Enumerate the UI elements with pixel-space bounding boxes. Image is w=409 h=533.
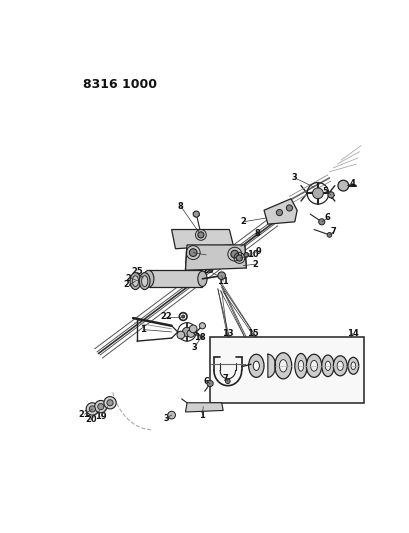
Ellipse shape [132,276,138,287]
Circle shape [189,249,197,256]
Ellipse shape [279,360,286,372]
FancyBboxPatch shape [210,337,363,403]
Circle shape [327,192,333,198]
Text: 10: 10 [247,251,258,260]
Text: 6: 6 [203,377,209,386]
Ellipse shape [143,270,153,287]
Ellipse shape [141,276,147,287]
Text: 3: 3 [291,173,297,182]
Text: 6: 6 [324,213,330,222]
Circle shape [181,315,184,318]
Polygon shape [185,403,222,412]
Text: 8316 1000: 8316 1000 [83,78,157,91]
Ellipse shape [197,271,207,287]
Text: 1: 1 [199,410,205,419]
Circle shape [197,232,203,238]
Polygon shape [185,245,246,270]
Text: 24: 24 [125,273,136,282]
Text: 21: 21 [79,410,90,419]
Circle shape [167,411,175,419]
Circle shape [236,255,242,261]
Circle shape [225,379,229,384]
Circle shape [318,219,324,225]
Circle shape [207,381,213,386]
Text: 8: 8 [254,229,260,238]
Text: 8: 8 [178,202,183,211]
Ellipse shape [321,355,333,377]
Circle shape [199,322,205,329]
Text: 18: 18 [194,333,205,342]
Ellipse shape [139,273,150,289]
Text: 7: 7 [330,227,335,236]
Circle shape [276,209,282,216]
Ellipse shape [248,354,263,377]
Polygon shape [171,230,233,249]
Ellipse shape [130,273,140,289]
Circle shape [107,400,113,406]
Ellipse shape [336,361,342,370]
Text: 3: 3 [191,343,197,352]
Text: 2: 2 [240,217,245,227]
Text: 13: 13 [222,329,233,338]
Circle shape [285,205,292,211]
Text: 7: 7 [222,374,228,383]
Text: 19: 19 [95,412,106,421]
Text: 1: 1 [140,325,146,334]
Text: 15: 15 [246,329,258,338]
Circle shape [94,400,107,413]
Ellipse shape [310,360,317,371]
Text: 11: 11 [200,251,211,260]
Ellipse shape [306,354,321,377]
Ellipse shape [274,353,291,379]
Text: 3: 3 [163,414,169,423]
Text: 14: 14 [346,329,357,338]
Circle shape [103,397,116,409]
Polygon shape [267,354,275,377]
Circle shape [182,327,191,336]
Ellipse shape [347,357,358,374]
Circle shape [86,403,98,415]
Ellipse shape [253,361,259,370]
Text: 20: 20 [85,415,97,424]
Circle shape [187,329,194,337]
Circle shape [243,253,248,257]
Text: 24: 24 [123,280,135,289]
Text: 22: 22 [160,312,172,321]
Circle shape [189,325,197,333]
Ellipse shape [333,356,346,376]
Text: 25: 25 [131,268,142,276]
Circle shape [193,211,199,217]
Circle shape [326,232,331,237]
Ellipse shape [324,361,330,370]
Text: 11: 11 [217,277,229,286]
Text: 23: 23 [202,266,213,275]
Circle shape [230,251,238,258]
Circle shape [217,272,225,280]
Ellipse shape [298,360,303,371]
Text: 2: 2 [252,260,258,269]
Circle shape [177,331,184,339]
Circle shape [312,188,323,199]
Polygon shape [263,199,297,224]
Text: 5: 5 [322,187,328,196]
Text: 9: 9 [255,247,261,255]
Ellipse shape [350,362,355,370]
Text: 4: 4 [349,179,355,188]
Circle shape [89,406,95,412]
Ellipse shape [294,353,306,378]
Circle shape [97,403,103,410]
Circle shape [337,180,348,191]
FancyBboxPatch shape [148,270,202,287]
